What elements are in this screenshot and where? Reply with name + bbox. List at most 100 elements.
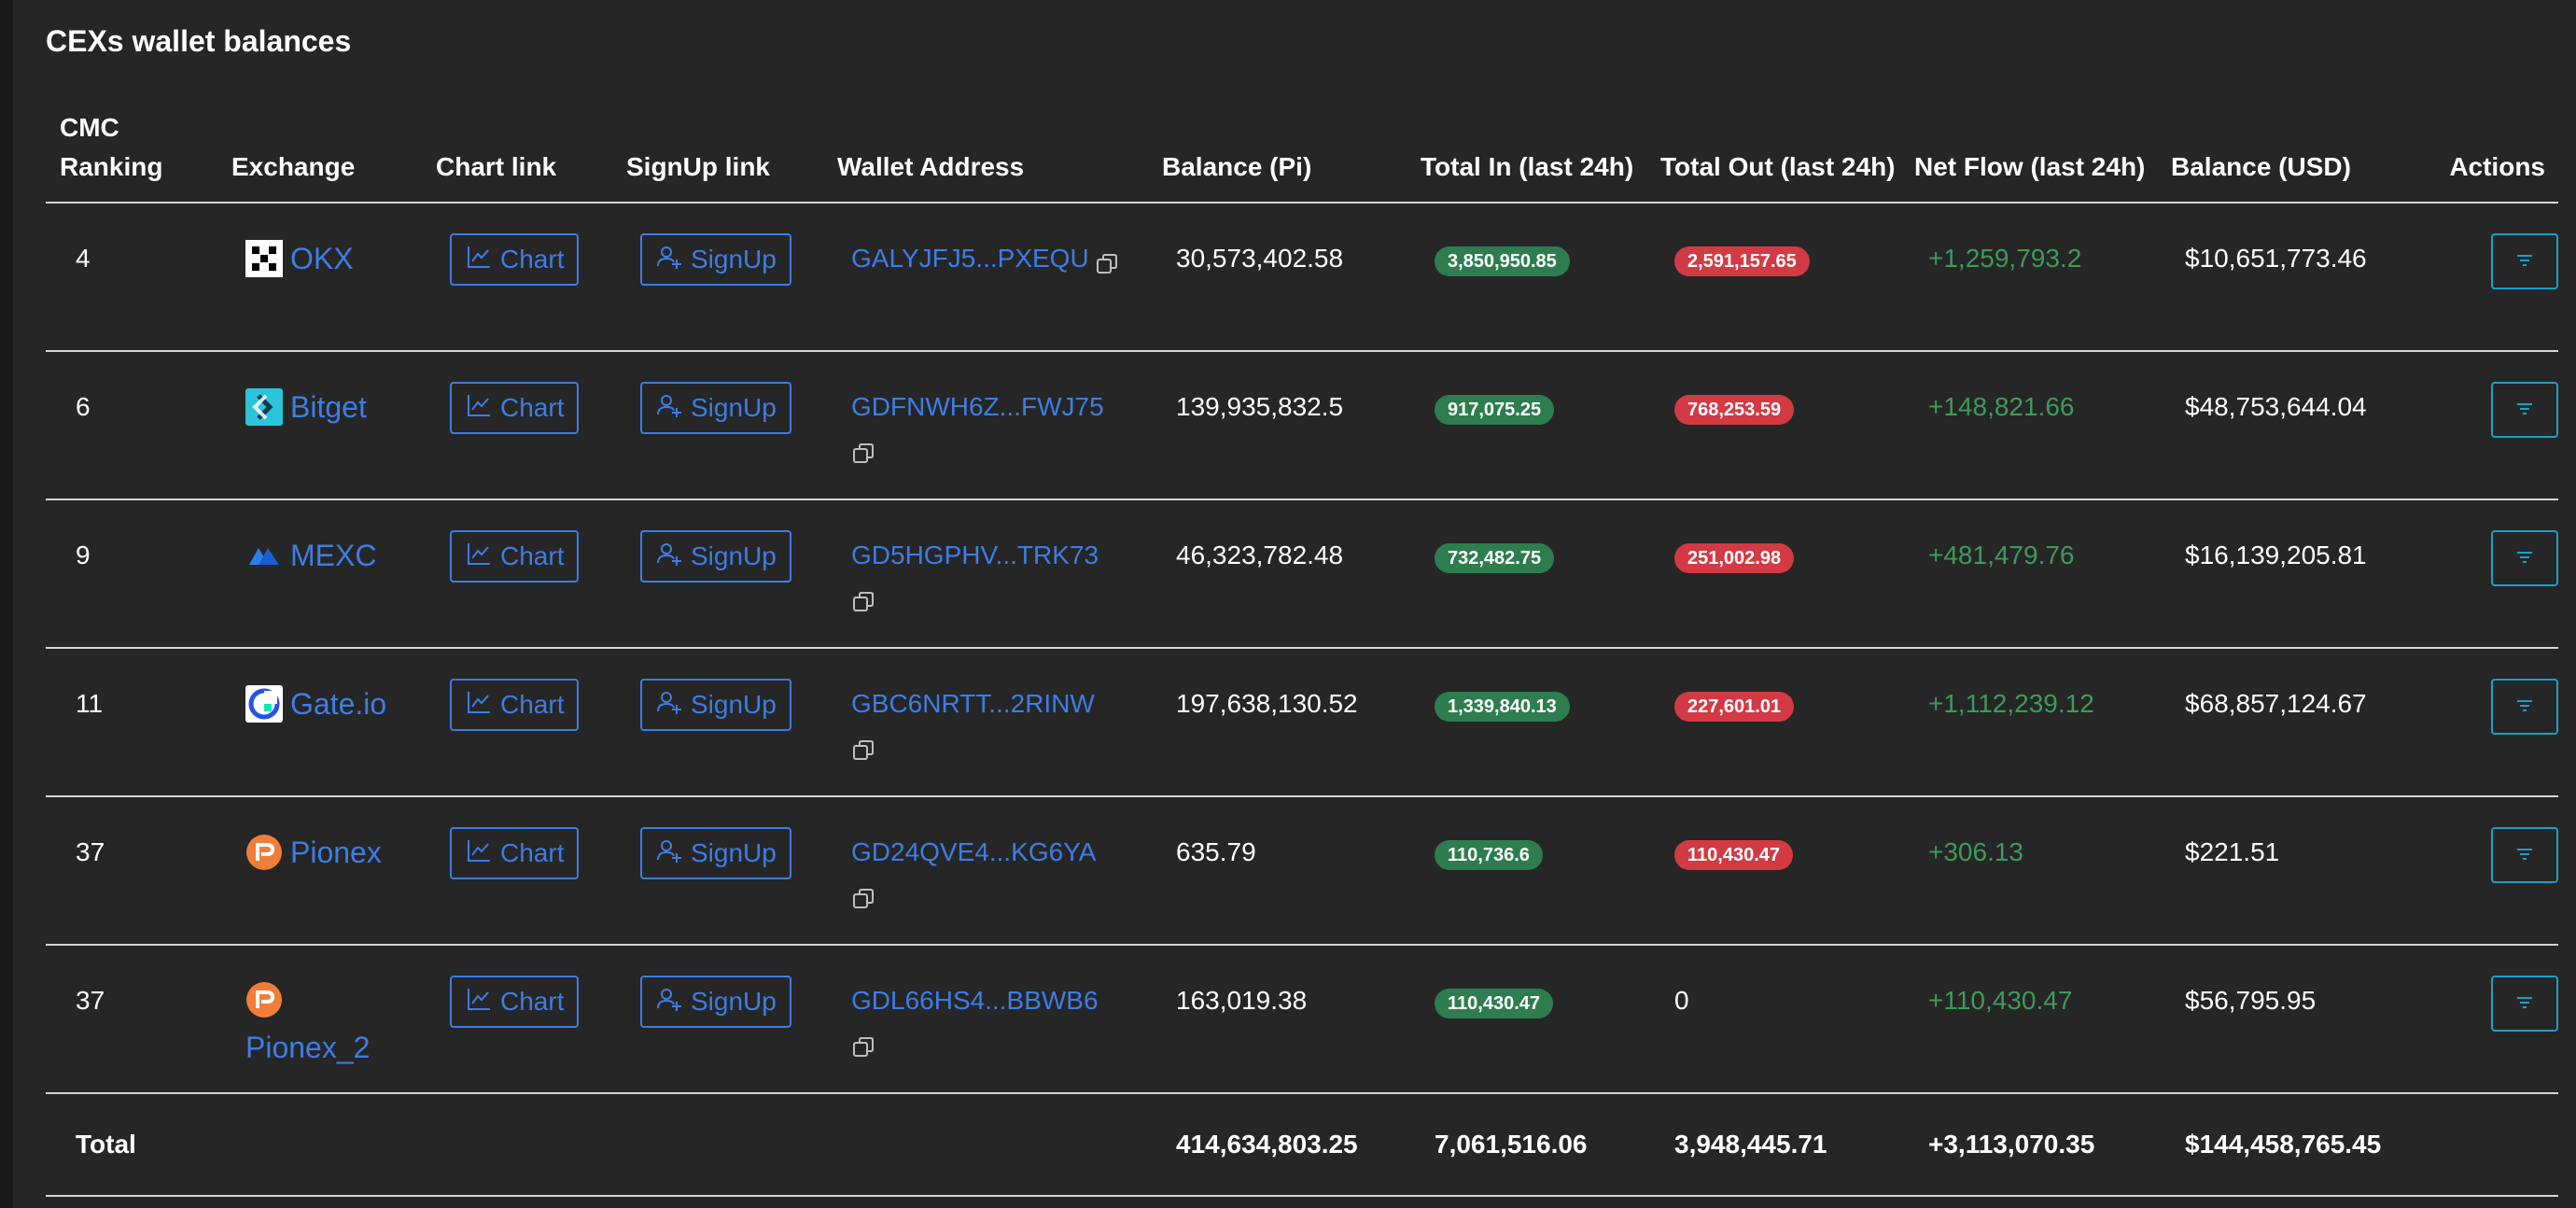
balance-usd-value: $68,857,124.67 [2185, 689, 2367, 718]
net-flow-value: +110,430.47 [1928, 986, 2073, 1015]
balance-usd-value: $10,651,773.46 [2185, 244, 2367, 273]
chart-button[interactable]: Chart [450, 382, 580, 434]
totals-total-out: 3,948,445.71 [1646, 1093, 1900, 1197]
row-actions-button[interactable] [2491, 679, 2558, 735]
exchange-link[interactable]: Gate.io [245, 684, 422, 723]
col-header-signup[interactable]: SignUp link [612, 108, 823, 204]
exchange-link[interactable]: MEXC [245, 536, 422, 575]
user-plus-icon [655, 243, 683, 277]
signup-button-label: SignUp [691, 541, 777, 570]
wallet-address-link[interactable]: GD5HGPHV...TRK73 [851, 541, 1099, 569]
chart-icon [465, 540, 493, 574]
copy-icon[interactable] [851, 1032, 875, 1057]
rank-value: 37 [76, 837, 105, 866]
user-plus-icon [655, 688, 683, 723]
signup-button[interactable]: SignUp [640, 976, 791, 1028]
totals-row: Total 414,634,803.25 7,061,516.06 3,948,… [46, 1093, 2558, 1197]
exchange-name[interactable]: Bitget [290, 390, 367, 424]
chart-icon [465, 985, 493, 1019]
row-actions-button[interactable] [2491, 382, 2558, 438]
exchange-name[interactable]: OKX [290, 242, 354, 275]
wallet-address-link[interactable]: GBC6NRTT...2RINW [851, 689, 1095, 718]
copy-icon[interactable] [851, 735, 875, 760]
balance-usd-value: $48,753,644.04 [2185, 392, 2367, 421]
user-plus-icon [655, 391, 683, 426]
filter-icon [2513, 990, 2537, 1018]
chart-button-label: Chart [500, 838, 565, 867]
col-header-balance-pi[interactable]: Balance (Pi) [1148, 108, 1407, 204]
col-header-exchange[interactable]: Exchange [217, 108, 422, 204]
okx-logo [245, 240, 283, 277]
chart-button-label: Chart [500, 690, 565, 719]
exchange-link[interactable]: Pionex [245, 833, 422, 872]
panel-title: CEXs wallet balances [46, 24, 352, 58]
chart-button[interactable]: Chart [450, 233, 580, 286]
table-row: 6 Bitget Chart SignUp GDFNWH6Z...FWJ75 1… [46, 351, 2558, 500]
col-header-net-flow[interactable]: Net Flow (last 24h) [1900, 108, 2157, 204]
signup-button[interactable]: SignUp [640, 679, 791, 731]
chart-icon [465, 688, 493, 723]
cex-balances-table: CMC Ranking Exchange Chart link SignUp l… [46, 108, 2558, 1197]
signup-button[interactable]: SignUp [640, 382, 791, 434]
wallet-address-link[interactable]: GDFNWH6Z...FWJ75 [851, 392, 1104, 421]
total-in-badge: 110,430.47 [1435, 989, 1553, 1018]
total-out-badge: 2,591,157.65 [1674, 246, 1810, 276]
col-header-rank[interactable]: CMC Ranking [46, 108, 217, 204]
total-in-badge: 732,482.75 [1435, 543, 1555, 573]
table-row: 11 Gate.io Chart SignUp GBC6NRTT...2RINW… [46, 648, 2558, 797]
signup-button[interactable]: SignUp [640, 827, 791, 879]
copy-icon[interactable] [851, 586, 875, 611]
exchange-link[interactable]: OKX [245, 239, 422, 278]
signup-button[interactable]: SignUp [640, 233, 791, 286]
chart-button-label: Chart [500, 987, 565, 1016]
copy-icon[interactable] [1095, 248, 1119, 274]
balance-usd-value: $56,795.95 [2185, 986, 2317, 1015]
net-flow-value: +1,112,239.12 [1928, 689, 2094, 718]
row-actions-button[interactable] [2491, 233, 2558, 289]
total-out-badge: 110,430.47 [1674, 840, 1793, 870]
chart-button[interactable]: Chart [450, 976, 580, 1028]
signup-button-label: SignUp [691, 245, 777, 274]
exchange-name[interactable]: Pionex [290, 836, 382, 869]
balance-pi-value: 635.79 [1176, 837, 1256, 866]
row-actions-button[interactable] [2491, 530, 2558, 586]
col-header-wallet[interactable]: Wallet Address [823, 108, 1148, 204]
gateio-logo [245, 685, 283, 723]
balance-pi-value: 163,019.38 [1176, 986, 1308, 1015]
copy-icon[interactable] [851, 438, 875, 463]
chart-button[interactable]: Chart [450, 679, 580, 731]
net-flow-value: +306.13 [1928, 837, 2023, 866]
balance-usd-value: $221.51 [2185, 837, 2280, 866]
wallet-address-link[interactable]: GALYJFJ5...PXEQU [851, 244, 1089, 273]
table-row: 37 Pionex Chart SignUp GD24QVE4...KG6YA … [46, 796, 2558, 946]
chart-button-label: Chart [500, 393, 565, 422]
wallet-address-link[interactable]: GD24QVE4...KG6YA [851, 837, 1097, 866]
exchange-link[interactable]: Pionex_2 [245, 981, 422, 1067]
col-header-total-in[interactable]: Total In (last 24h) [1407, 108, 1646, 204]
rank-value: 4 [76, 244, 91, 273]
row-actions-button[interactable] [2491, 976, 2558, 1032]
table-header-row: CMC Ranking Exchange Chart link SignUp l… [46, 108, 2558, 204]
pionex-logo [245, 981, 283, 1018]
signup-button-label: SignUp [691, 690, 777, 719]
row-actions-button[interactable] [2491, 827, 2558, 883]
exchange-name[interactable]: MEXC [290, 539, 377, 572]
col-header-balance-usd[interactable]: Balance (USD) [2157, 108, 2432, 204]
exchange-name[interactable]: Gate.io [290, 687, 387, 721]
table-row: 37 Pionex_2 Chart SignUp GDL66HS4...BBWB… [46, 945, 2558, 1094]
totals-net-flow: +3,113,070.35 [1900, 1093, 2157, 1197]
copy-icon[interactable] [851, 883, 875, 908]
table-row: 4 OKX Chart SignUp GALYJFJ5...PXEQU 30,5… [46, 203, 2558, 352]
signup-button[interactable]: SignUp [640, 530, 791, 583]
exchange-name[interactable]: Pionex_2 [245, 1031, 371, 1064]
col-header-total-out[interactable]: Total Out (last 24h) [1646, 108, 1900, 204]
exchange-link[interactable]: Bitget [245, 387, 422, 427]
balance-pi-value: 139,935,832.5 [1176, 392, 1344, 421]
chart-button[interactable]: Chart [450, 827, 580, 879]
col-header-chart[interactable]: Chart link [422, 108, 612, 204]
wallet-address-link[interactable]: GDL66HS4...BBWB6 [851, 986, 1099, 1015]
chart-button-label: Chart [500, 541, 565, 570]
chart-button[interactable]: Chart [450, 530, 580, 583]
mexc-logo [245, 537, 283, 574]
totals-total-in: 7,061,516.06 [1407, 1093, 1646, 1197]
